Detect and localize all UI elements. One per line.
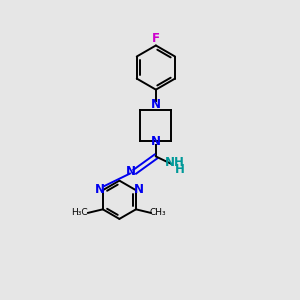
Text: N: N xyxy=(134,182,144,196)
Text: H: H xyxy=(175,163,185,176)
Text: CH₃: CH₃ xyxy=(149,208,166,217)
Text: N: N xyxy=(126,165,136,178)
Text: N: N xyxy=(95,182,105,196)
Text: N: N xyxy=(151,98,161,111)
Text: NH: NH xyxy=(165,156,185,169)
Text: N: N xyxy=(151,135,161,148)
Text: F: F xyxy=(152,32,160,46)
Text: H₃C: H₃C xyxy=(71,208,88,217)
